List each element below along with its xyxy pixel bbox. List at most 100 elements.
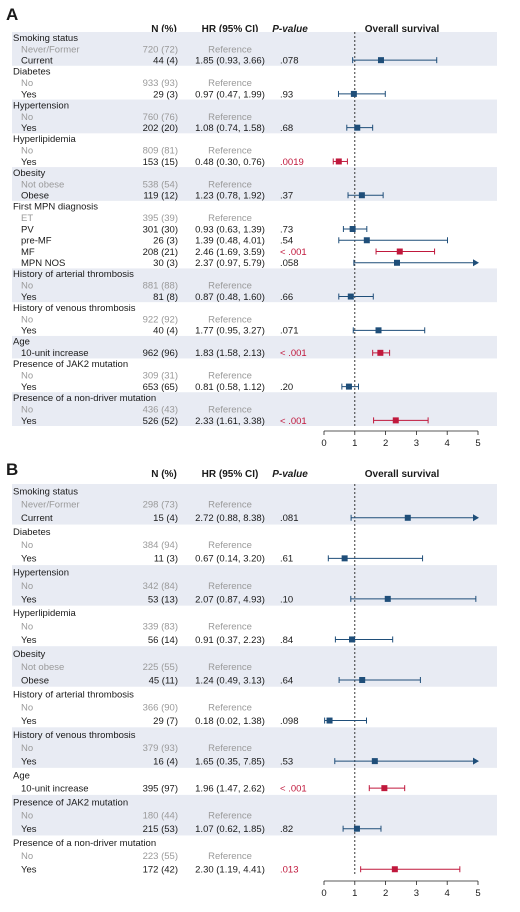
row-pvalue: < .001 — [280, 348, 307, 359]
row-hr-ci: Reference — [208, 213, 252, 224]
row-hr-ci: Reference — [208, 811, 252, 822]
row-n: 720 (72) — [143, 44, 178, 55]
row-n: 153 (15) — [143, 157, 178, 168]
group-title: Hyperlipidemia — [13, 608, 77, 619]
hr-point — [349, 226, 356, 232]
x-tick-label: 3 — [414, 438, 419, 449]
row-hr-ci: 0.97 (0.47, 1.99) — [195, 89, 265, 100]
row-n: 653 (65) — [143, 382, 178, 393]
hr-point — [354, 124, 361, 131]
row-hr-ci: Reference — [208, 78, 252, 89]
hr-point — [341, 555, 348, 562]
row-pvalue: .82 — [280, 824, 293, 835]
row-hr-ci: Reference — [208, 851, 252, 862]
row-pvalue: < .001 — [280, 247, 307, 258]
row-pvalue: .10 — [280, 594, 293, 605]
row-n: 180 (44) — [143, 811, 178, 822]
row-hr-ci: Reference — [208, 281, 252, 292]
row-label: Current — [21, 56, 53, 67]
hr-point — [358, 192, 365, 199]
row-pvalue: .64 — [280, 675, 293, 686]
x-tick-label: 1 — [352, 438, 357, 449]
row-label: Obese — [21, 191, 49, 202]
row-hr-ci: 1.08 (0.74, 1.58) — [195, 123, 265, 134]
panel-label: B — [6, 460, 18, 479]
row-hr-ci: 1.39 (0.48, 4.01) — [195, 236, 265, 247]
row-n: 436 (43) — [143, 405, 178, 416]
row-pvalue: .66 — [280, 292, 293, 303]
row-n: 760 (76) — [143, 112, 178, 123]
hr-point — [377, 57, 384, 64]
row-label: Yes — [21, 554, 37, 565]
group-title: Hypertension — [13, 100, 69, 111]
x-tick-label: 0 — [321, 438, 326, 449]
hr-point — [353, 825, 360, 832]
group-title: Smoking status — [13, 33, 78, 44]
hr-point — [363, 237, 370, 244]
row-label: No — [21, 702, 33, 713]
x-tick-label: 4 — [445, 438, 450, 449]
row-pvalue: .73 — [280, 224, 293, 235]
group-title: Obesity — [13, 168, 45, 179]
row-n: 26 (3) — [153, 236, 178, 247]
row-label: Yes — [21, 865, 37, 876]
row-pvalue: .013 — [280, 865, 299, 876]
x-tick-label: 0 — [321, 888, 326, 899]
row-pvalue: .20 — [280, 382, 293, 393]
plot-title: Overall survival — [365, 469, 440, 480]
group-title: History of arterial thrombosis — [13, 689, 134, 700]
row-label: No — [21, 743, 33, 754]
row-n: 30 (3) — [153, 258, 178, 269]
row-hr-ci: 1.85 (0.93, 3.66) — [195, 56, 265, 67]
row-n: 15 (4) — [153, 513, 178, 524]
row-label: Obese — [21, 675, 49, 686]
row-hr-ci: 1.96 (1.47, 2.62) — [195, 784, 265, 795]
row-n: 11 (3) — [154, 554, 178, 565]
row-n: 538 (54) — [143, 179, 178, 190]
hr-point — [359, 677, 366, 683]
row-hr-ci: 0.81 (0.58, 1.12) — [195, 382, 265, 393]
row-hr-ci: Reference — [208, 371, 252, 382]
row-hr-ci: 2.07 (0.87, 4.93) — [195, 594, 265, 605]
row-hr-ci: Reference — [208, 146, 252, 157]
row-pvalue: .61 — [280, 554, 293, 565]
row-label: MPN NOS — [21, 258, 65, 269]
group-title: Presence of a non-driver mutation — [13, 838, 156, 849]
group-title: Diabetes — [13, 527, 51, 538]
hr-point — [371, 758, 378, 765]
row-hr-ci: 2.33 (1.61, 3.38) — [195, 416, 265, 427]
row-hr-ci: 1.83 (1.58, 2.13) — [195, 348, 265, 359]
group-title: Hyperlipidemia — [13, 134, 77, 145]
group-title: History of venous thrombosis — [13, 730, 136, 741]
row-hr-ci: Reference — [208, 179, 252, 190]
column-header-hr: HR (95% CI) — [202, 469, 259, 480]
row-n: 809 (81) — [143, 146, 178, 157]
x-tick-label: 5 — [475, 438, 480, 449]
row-pvalue: .37 — [280, 191, 293, 202]
row-pvalue: .078 — [280, 56, 299, 67]
row-hr-ci: 2.72 (0.88, 8.38) — [195, 513, 265, 524]
column-header-hr: HR (95% CI) — [202, 24, 259, 35]
row-hr-ci: 0.18 (0.02, 1.38) — [195, 716, 265, 727]
x-tick-label: 3 — [414, 888, 419, 899]
row-label: Yes — [21, 416, 37, 427]
row-label: PV — [21, 224, 34, 235]
row-n: 56 (14) — [148, 635, 178, 646]
group-title: History of arterial thrombosis — [13, 269, 134, 280]
row-n: 81 (8) — [153, 292, 178, 303]
row-hr-ci: 1.23 (0.78, 1.92) — [195, 191, 265, 202]
row-n: 962 (96) — [143, 348, 178, 359]
row-n: 223 (55) — [143, 851, 178, 862]
row-n: 301 (30) — [143, 224, 178, 235]
row-n: 526 (52) — [143, 416, 178, 427]
column-header-n: N (%) — [151, 469, 177, 480]
row-pvalue: .058 — [280, 258, 299, 269]
group-title: Smoking status — [13, 487, 78, 498]
row-hr-ci: Reference — [208, 44, 252, 55]
row-label: No — [21, 581, 33, 592]
row-label: 10-unit increase — [21, 784, 89, 795]
band-layer — [12, 484, 497, 836]
x-tick-label: 2 — [383, 438, 388, 449]
group-band — [12, 794, 497, 836]
